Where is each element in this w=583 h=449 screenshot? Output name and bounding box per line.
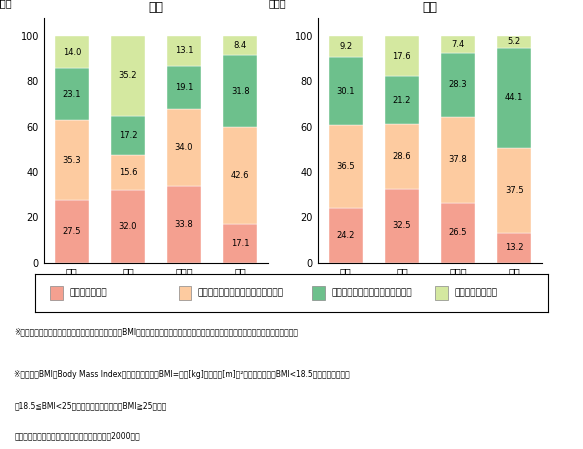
Bar xyxy=(441,53,475,117)
Text: 13.2: 13.2 xyxy=(505,243,524,252)
Text: 34.0: 34.0 xyxy=(175,143,193,152)
Text: 28.3: 28.3 xyxy=(449,80,468,89)
Text: 18.5≦BMI<25　普通体重（正常）　　BMI≧25　肥満: 18.5≦BMI<25 普通体重（正常） BMI≧25 肥満 xyxy=(15,401,167,410)
Bar xyxy=(385,124,419,189)
Bar xyxy=(111,190,145,263)
Bar xyxy=(55,120,89,200)
Bar xyxy=(167,36,201,66)
Text: 7.4: 7.4 xyxy=(451,40,465,49)
Bar xyxy=(441,36,475,53)
Text: 17.6: 17.6 xyxy=(392,52,411,61)
Bar xyxy=(111,155,145,190)
Text: 31.8: 31.8 xyxy=(231,87,250,96)
Text: 5.2: 5.2 xyxy=(508,37,521,47)
Text: 33.8: 33.8 xyxy=(175,220,194,229)
Bar xyxy=(497,48,531,148)
Bar xyxy=(329,57,363,125)
Bar xyxy=(497,36,531,48)
Text: 35.2: 35.2 xyxy=(119,71,137,80)
Bar xyxy=(329,125,363,208)
Text: するつもりがあり、頑張ればできる: するつもりがあり、頑張ればできる xyxy=(198,288,283,298)
Bar xyxy=(223,55,257,128)
Bar xyxy=(167,66,201,109)
Text: 26.5: 26.5 xyxy=(449,228,467,237)
Text: ※体型別の区分については、質問紙に回答した者でBMIが測定できた者であるため、全体（質問紙だけ回答）の対象者とは一致しない: ※体型別の区分については、質問紙に回答した者でBMIが測定できた者であるため、全… xyxy=(15,327,298,336)
Text: （日本肥満学会肥満症診断基準検討委員会　2000年）: （日本肥満学会肥満症診断基準検討委員会 2000年） xyxy=(15,432,141,441)
FancyBboxPatch shape xyxy=(50,286,63,300)
Bar xyxy=(55,36,89,68)
Text: （％）: （％） xyxy=(0,0,12,8)
Text: 27.5: 27.5 xyxy=(62,227,81,236)
Text: 37.5: 37.5 xyxy=(505,186,524,195)
Bar xyxy=(385,189,419,263)
Text: するつもりはあるが、自信がない: するつもりはあるが、自信がない xyxy=(331,288,412,298)
Text: 9.2: 9.2 xyxy=(339,42,352,51)
Text: 14.0: 14.0 xyxy=(62,48,81,57)
Text: 32.0: 32.0 xyxy=(119,222,137,231)
Text: するつもりがない: するつもりがない xyxy=(454,288,497,298)
Bar xyxy=(55,200,89,263)
Text: 23.1: 23.1 xyxy=(62,90,81,99)
Bar xyxy=(441,117,475,202)
Bar xyxy=(497,233,531,263)
Text: 42.6: 42.6 xyxy=(231,171,250,180)
Bar xyxy=(223,128,257,224)
Text: 36.5: 36.5 xyxy=(336,162,355,171)
FancyBboxPatch shape xyxy=(435,286,448,300)
Text: 37.8: 37.8 xyxy=(449,155,468,164)
Bar xyxy=(111,116,145,155)
Bar xyxy=(111,36,145,116)
Text: 28.6: 28.6 xyxy=(392,152,411,161)
Text: 44.1: 44.1 xyxy=(505,93,524,102)
Text: 既にできている: 既にできている xyxy=(69,288,107,298)
Bar xyxy=(55,68,89,120)
Text: 17.1: 17.1 xyxy=(231,239,250,248)
Bar xyxy=(385,36,419,76)
Text: 8.4: 8.4 xyxy=(234,41,247,50)
Text: （％）: （％） xyxy=(268,0,286,8)
FancyBboxPatch shape xyxy=(178,286,191,300)
FancyBboxPatch shape xyxy=(312,286,325,300)
Bar xyxy=(497,148,531,233)
Text: 24.2: 24.2 xyxy=(336,231,355,240)
Text: 32.5: 32.5 xyxy=(393,221,411,230)
Text: 15.6: 15.6 xyxy=(119,168,137,177)
Text: 30.1: 30.1 xyxy=(336,87,355,96)
Bar xyxy=(441,202,475,263)
Bar xyxy=(329,208,363,263)
Bar xyxy=(167,109,201,186)
Text: 13.1: 13.1 xyxy=(175,46,193,55)
Bar xyxy=(167,186,201,263)
Bar xyxy=(385,76,419,124)
Text: ※肥満度：BMI（Body Mass Index）を用いて判定　BMI=体重[kg]／（身長[m]）²により算出　　BMI<18.5　低体重（やせ）: ※肥満度：BMI（Body Mass Index）を用いて判定 BMI=体重[k… xyxy=(15,370,350,379)
Bar xyxy=(223,36,257,55)
Title: 男性: 男性 xyxy=(149,1,163,14)
Text: 21.2: 21.2 xyxy=(393,96,411,105)
Text: 35.3: 35.3 xyxy=(62,156,81,165)
Text: 17.2: 17.2 xyxy=(119,131,137,140)
Title: 女性: 女性 xyxy=(423,1,437,14)
Bar xyxy=(329,36,363,57)
Text: 19.1: 19.1 xyxy=(175,83,193,92)
Bar xyxy=(223,224,257,263)
